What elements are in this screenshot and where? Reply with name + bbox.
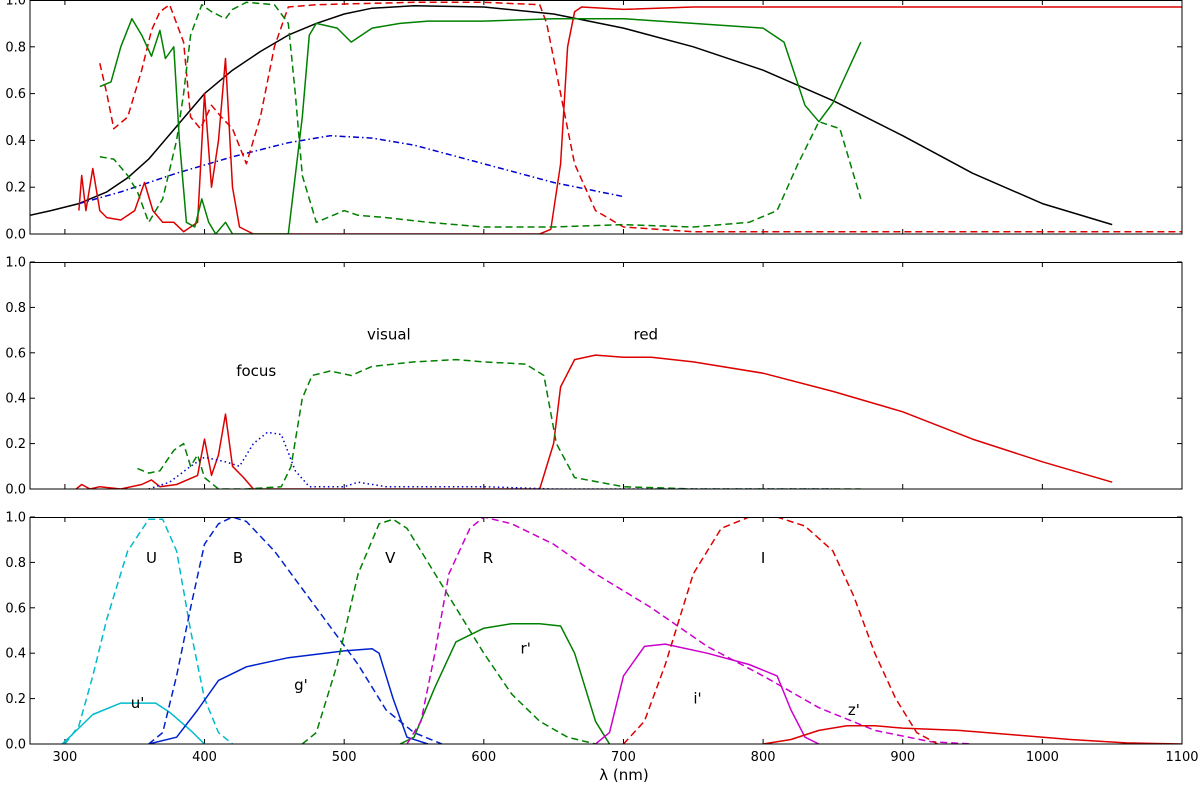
series-line <box>61 702 206 744</box>
x-axis-label: λ (nm) <box>599 766 648 784</box>
y-tick-label: 0.4 <box>5 392 26 407</box>
series-line <box>78 134 624 205</box>
series-line <box>301 518 596 744</box>
x-tick-label: 300 <box>52 750 77 765</box>
x-tick-label: 500 <box>332 750 357 765</box>
y-tick-label: 0.6 <box>5 601 26 616</box>
y-tick-label: 0.8 <box>5 556 26 571</box>
series-annotation: r' <box>521 640 531 658</box>
series-line <box>399 622 611 744</box>
y-tick-label: 0.4 <box>5 134 26 149</box>
series-annotation: z' <box>848 701 860 719</box>
series-line <box>137 358 861 489</box>
series-line <box>148 647 429 744</box>
series-line <box>99 17 862 234</box>
y-tick-label: 0.8 <box>5 40 26 55</box>
y-tick-label: 0.8 <box>5 301 26 316</box>
y-tick-label: 0.6 <box>5 346 26 361</box>
y-tick-label: 1.0 <box>5 256 26 271</box>
series-annotation: R <box>483 549 493 567</box>
x-tick-label: 1000 <box>1026 750 1059 765</box>
panel-1: 0.0 0.2 0.4 0.6 0.8 1.0 <box>5 0 1183 243</box>
panel-2: 0.0 0.2 0.4 0.6 0.8 1.0 focus visual red <box>5 256 1183 498</box>
series-line <box>30 5 1113 226</box>
series-annotation: g' <box>294 676 308 694</box>
series-annotation: I <box>761 549 765 567</box>
x-tick-label: 900 <box>890 750 915 765</box>
panel-frame <box>29 262 1183 490</box>
x-tick-label: 1100 <box>1165 750 1198 765</box>
x-tick-label: 400 <box>192 750 217 765</box>
series-line <box>762 725 1182 744</box>
series-line <box>78 6 1182 234</box>
y-tick-label: 0.0 <box>5 483 26 498</box>
y-tick-label: 0.0 <box>5 738 26 753</box>
series-annotation: U <box>146 549 157 567</box>
y-tick-label: 0.2 <box>5 181 26 196</box>
x-tick-label: 600 <box>471 750 496 765</box>
series-line <box>64 518 233 744</box>
panel-frame <box>29 517 1183 745</box>
x-tick-label: 700 <box>611 750 636 765</box>
y-tick-label: 0.2 <box>5 437 26 452</box>
series-line <box>99 1 1182 233</box>
series-line <box>595 643 820 744</box>
series-annotation: V <box>385 549 396 567</box>
y-tick-label: 0.0 <box>5 228 26 243</box>
series-line <box>406 517 973 744</box>
y-tick-label: 1.0 <box>5 0 26 9</box>
x-tick-label: 800 <box>751 750 776 765</box>
y-tick-label: 1.0 <box>5 511 26 526</box>
series-annotation: focus <box>236 362 276 380</box>
series-annotation: red <box>633 326 658 344</box>
y-tick-label: 0.6 <box>5 87 26 102</box>
series-line <box>99 1 862 228</box>
y-tick-label: 0.2 <box>5 692 26 707</box>
series-annotation: i' <box>693 690 701 708</box>
series-line <box>622 517 938 744</box>
series-line <box>75 354 1113 489</box>
series-annotation: visual <box>367 326 411 344</box>
panel-3: 0.0 0.2 0.4 0.6 0.8 1.0 300 400 500 600 700 800 900 1… <box>5 511 1198 766</box>
series-line <box>148 517 443 744</box>
panel-frame <box>29 0 1183 235</box>
series-annotation: u' <box>131 694 145 712</box>
series-line <box>148 431 833 489</box>
series-annotation: B <box>233 549 243 567</box>
y-tick-label: 0.4 <box>5 647 26 662</box>
